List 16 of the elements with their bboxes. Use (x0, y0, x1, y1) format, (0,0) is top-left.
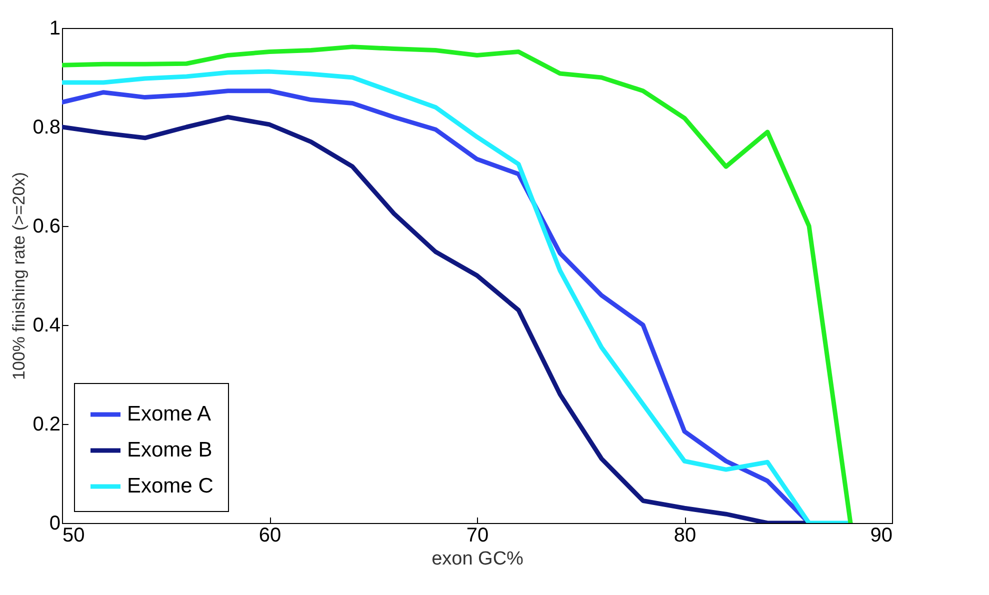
x-tick-label: 60 (258, 524, 282, 546)
x-axis-title: exon GC% (432, 548, 524, 570)
y-tick-label: 0 (49, 512, 60, 534)
y-axis-title: 100% finishing rate (>=20x) (10, 172, 29, 380)
y-tick-label: 0.6 (32, 216, 60, 238)
legend-label: Exome C (127, 474, 214, 498)
y-tick-label: 0.2 (32, 414, 60, 436)
y-tick-label: 0.8 (32, 116, 60, 138)
x-tick-label: 90 (870, 524, 892, 546)
legend-label: Exome A (127, 402, 212, 426)
legend-label: Exome B (127, 438, 212, 462)
x-tick-label: 80 (674, 524, 696, 546)
x-tick-label: 50 (62, 524, 85, 546)
x-tick-label: 70 (466, 524, 489, 546)
y-tick-label: 0.4 (32, 314, 60, 336)
y-tick-label: 1 (49, 18, 60, 40)
